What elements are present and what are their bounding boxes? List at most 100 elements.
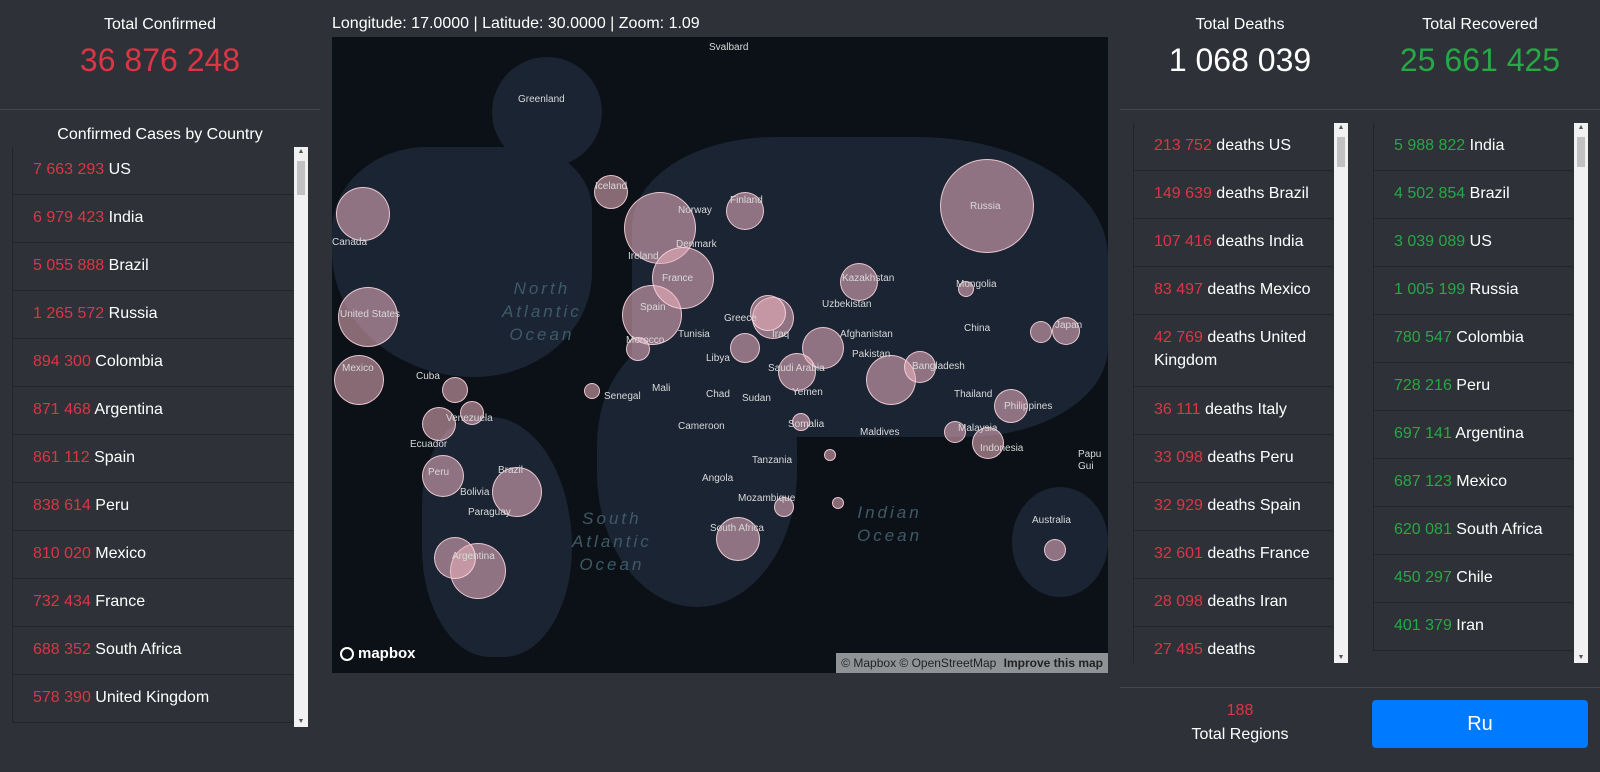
bubble-south-africa[interactable]: [716, 517, 760, 561]
bubble-mozambique[interactable]: [774, 497, 794, 517]
bubble-kazakhstan[interactable]: [840, 263, 878, 301]
scroll-down-icon[interactable]: ▼: [1337, 654, 1345, 661]
bubble-mongolia[interactable]: [958, 281, 974, 297]
world-map[interactable]: North Atlantic Ocean South Atlantic Ocea…: [332, 37, 1108, 673]
label-norway: Norway: [678, 205, 712, 216]
bubble-morocco[interactable]: [626, 337, 650, 361]
bubble-senegal[interactable]: [584, 383, 600, 399]
bubble-malaysia[interactable]: [944, 421, 966, 443]
bubble-chile[interactable]: [434, 537, 476, 579]
list-item[interactable]: 32 601 deaths France: [1133, 531, 1333, 579]
improve-map-link[interactable]: Improve this map: [1003, 656, 1103, 670]
list-item[interactable]: 32 929 deaths Spain: [1133, 483, 1333, 531]
list-item[interactable]: 3 039 089 US: [1373, 219, 1573, 267]
bubble-france[interactable]: [652, 247, 714, 309]
bubble-china-east[interactable]: [1030, 321, 1052, 343]
language-button[interactable]: Ru: [1372, 700, 1588, 748]
bubble-mexico[interactable]: [334, 355, 384, 405]
list-item[interactable]: 401 379 Iran: [1373, 603, 1573, 651]
list-item[interactable]: 728 216 Peru: [1373, 363, 1573, 411]
list-item[interactable]: 6 979 423 India: [12, 195, 294, 243]
regions-label: Total Regions: [1191, 726, 1289, 743]
label-pakistan: Pakistan: [852, 349, 891, 360]
list-item[interactable]: 27 495 deaths: [1133, 627, 1333, 663]
list-item[interactable]: 5 988 822 India: [1373, 123, 1573, 171]
scroll-up-icon[interactable]: ▲: [1577, 124, 1585, 131]
confirmed-panel: Total Confirmed 36 876 248: [0, 0, 320, 108]
list-item[interactable]: 894 300 Colombia: [12, 339, 294, 387]
bubble-somalia[interactable]: [792, 413, 810, 431]
bubble-philippines[interactable]: [994, 389, 1028, 423]
list-item[interactable]: 33 098 deaths Peru: [1133, 435, 1333, 483]
list-item[interactable]: 1 005 199 Russia: [1373, 267, 1573, 315]
country-list[interactable]: 7 663 293 US 6 979 423 India 5 055 888 Bra…: [12, 147, 294, 727]
scroll-up-icon[interactable]: ▲: [297, 148, 305, 155]
bubble-russia[interactable]: [940, 159, 1034, 253]
bubble-brazil[interactable]: [492, 467, 542, 517]
bubble-saudi[interactable]: [778, 353, 816, 391]
recovered-list-scrollbar[interactable]: ▲ ▼: [1574, 123, 1588, 663]
bubble-indonesia[interactable]: [972, 427, 1004, 459]
list-item[interactable]: 620 081 South Africa: [1373, 507, 1573, 555]
country-list-scrollbar[interactable]: ▲ ▼: [294, 147, 308, 727]
scroll-up-icon[interactable]: ▲: [1337, 124, 1345, 131]
list-item[interactable]: 810 020 Mexico: [12, 531, 294, 579]
scroll-thumb[interactable]: [297, 161, 305, 195]
label-malaysia: Malaysia: [958, 423, 998, 434]
label-kazakhstan: Kazakhstan: [842, 273, 895, 284]
bubble-us[interactable]: [338, 287, 398, 347]
list-item[interactable]: 7 663 293 US: [12, 147, 294, 195]
label-bangladesh: Bangladesh: [912, 361, 965, 372]
scroll-thumb[interactable]: [1337, 137, 1345, 167]
deaths-panel: Total Deaths 1 068 039: [1120, 0, 1360, 108]
list-item[interactable]: 83 497 deaths Mexico: [1133, 267, 1333, 315]
bubble-canada[interactable]: [336, 187, 390, 241]
item-count: 401 379: [1394, 617, 1452, 634]
bubble-cuba[interactable]: [442, 377, 468, 403]
bubble-turkey[interactable]: [750, 295, 786, 331]
list-item[interactable]: 697 141 Argentina: [1373, 411, 1573, 459]
list-item[interactable]: 780 547 Colombia: [1373, 315, 1573, 363]
list-item[interactable]: 28 098 deaths Iran: [1133, 579, 1333, 627]
label-indonesia: Indonesia: [980, 443, 1024, 454]
list-item[interactable]: 871 468 Argentina: [12, 387, 294, 435]
list-item[interactable]: 42 769 deaths United Kingdom: [1133, 315, 1333, 387]
scroll-down-icon[interactable]: ▼: [297, 718, 305, 725]
bubble-madagascar[interactable]: [832, 497, 844, 509]
list-item[interactable]: 1 265 572 Russia: [12, 291, 294, 339]
mapbox-logo[interactable]: mapbox: [340, 645, 416, 662]
item-count: 780 547: [1394, 329, 1452, 346]
scroll-thumb[interactable]: [1577, 137, 1585, 167]
list-item[interactable]: 36 111 deaths Italy: [1133, 387, 1333, 435]
bubble-venezuela[interactable]: [460, 401, 484, 425]
list-item[interactable]: 213 752 deaths US: [1133, 123, 1333, 171]
bubble-egypt[interactable]: [730, 333, 760, 363]
attribution-text[interactable]: © Mapbox © OpenStreetMap: [841, 656, 997, 670]
list-item[interactable]: 4 502 854 Brazil: [1373, 171, 1573, 219]
list-item[interactable]: 732 434 France: [12, 579, 294, 627]
bubble-maldives[interactable]: [824, 449, 836, 461]
list-item[interactable]: 578 390 United Kingdom: [12, 675, 294, 723]
bubble-finland[interactable]: [726, 192, 764, 230]
item-label: Colombia: [95, 353, 163, 370]
deaths-list-scrollbar[interactable]: ▲ ▼: [1334, 123, 1348, 663]
by-country-title: Confirmed Cases by Country: [57, 126, 263, 143]
deaths-list[interactable]: 213 752 deaths US 149 639 deaths Brazil 10…: [1133, 123, 1333, 663]
bubble-peru[interactable]: [422, 455, 464, 497]
bubble-colombia[interactable]: [422, 407, 456, 441]
bubble-bangladesh[interactable]: [904, 351, 936, 383]
list-item[interactable]: 687 123 Mexico: [1373, 459, 1573, 507]
list-item[interactable]: 107 416 deaths India: [1133, 219, 1333, 267]
list-item[interactable]: 861 112 Spain: [12, 435, 294, 483]
list-item[interactable]: 450 297 Chile: [1373, 555, 1573, 603]
recovered-list[interactable]: 5 988 822 India 4 502 854 Brazil 3 039 089…: [1373, 123, 1573, 663]
list-item[interactable]: 838 614 Peru: [12, 483, 294, 531]
bubble-australia[interactable]: [1044, 539, 1066, 561]
list-item[interactable]: 5 055 888 Brazil: [12, 243, 294, 291]
list-item[interactable]: 149 639 deaths Brazil: [1133, 171, 1333, 219]
scroll-down-icon[interactable]: ▼: [1577, 654, 1585, 661]
list-item[interactable]: 688 352 South Africa: [12, 627, 294, 675]
bubble-japan[interactable]: [1052, 317, 1080, 345]
mapbox-icon: [340, 646, 354, 661]
bubble-iceland[interactable]: [594, 175, 628, 209]
